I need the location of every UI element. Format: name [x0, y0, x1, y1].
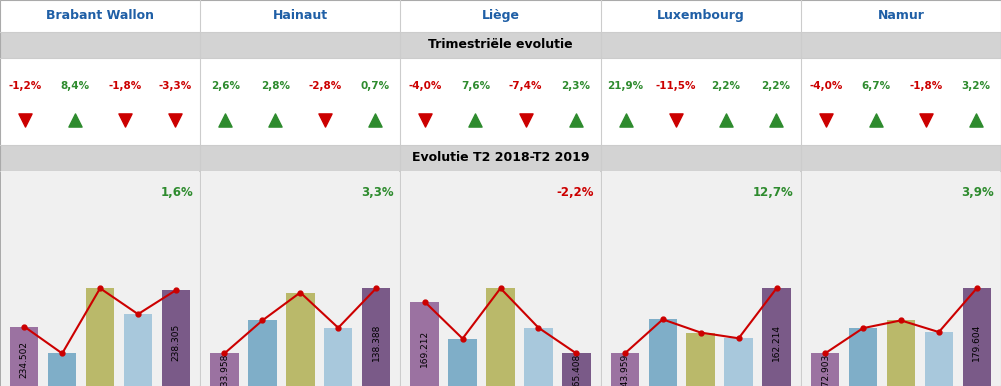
Text: 169.212: 169.212 — [420, 330, 429, 367]
Text: 238.305: 238.305 — [171, 324, 180, 361]
Text: 6,7%: 6,7% — [861, 81, 891, 91]
Text: 1,6%: 1,6% — [160, 186, 193, 199]
Text: 8,4%: 8,4% — [60, 81, 90, 91]
Text: Brabant Wallon: Brabant Wallon — [46, 9, 154, 22]
Point — [67, 117, 83, 124]
Text: 162.214: 162.214 — [772, 323, 781, 361]
Bar — [124, 314, 152, 386]
Point — [317, 117, 333, 124]
Point — [518, 117, 534, 124]
Text: 133.958: 133.958 — [220, 353, 229, 386]
Text: -3,3%: -3,3% — [158, 81, 192, 91]
Point — [918, 117, 934, 124]
Bar — [486, 288, 515, 386]
Text: 2,3%: 2,3% — [562, 81, 590, 91]
Point — [568, 117, 584, 124]
Point — [818, 117, 834, 124]
Text: 0,7%: 0,7% — [360, 81, 390, 91]
Text: 3,2%: 3,2% — [962, 81, 990, 91]
Bar — [410, 302, 438, 386]
Bar — [86, 288, 114, 386]
Bar — [0, 32, 1001, 58]
Bar — [563, 354, 591, 386]
Point — [267, 117, 283, 124]
Bar — [210, 354, 238, 386]
Bar — [849, 328, 877, 386]
Text: 138.388: 138.388 — [371, 323, 380, 361]
Bar — [0, 0, 1001, 32]
Point — [968, 117, 984, 124]
Text: 7,6%: 7,6% — [460, 81, 490, 91]
Text: 2,2%: 2,2% — [712, 81, 740, 91]
Text: 2,2%: 2,2% — [762, 81, 790, 91]
Point — [167, 117, 183, 124]
Text: 172.903: 172.903 — [821, 353, 830, 386]
Point — [868, 117, 884, 124]
Point — [718, 117, 734, 124]
Bar — [48, 354, 76, 386]
Text: -4,0%: -4,0% — [408, 81, 442, 91]
Bar — [963, 288, 991, 386]
Text: -1,2%: -1,2% — [8, 81, 42, 91]
Text: 3,9%: 3,9% — [961, 186, 994, 199]
Text: -1,8%: -1,8% — [909, 81, 943, 91]
Bar — [925, 332, 953, 386]
Text: 2,6%: 2,6% — [211, 81, 239, 91]
Bar — [687, 333, 715, 386]
Text: 234.502: 234.502 — [20, 341, 29, 378]
Bar — [162, 290, 190, 386]
Point — [768, 117, 784, 124]
Point — [117, 117, 133, 124]
Bar — [0, 171, 1001, 386]
Text: Trimestriële evolutie: Trimestriële evolutie — [428, 38, 573, 51]
Point — [417, 117, 433, 124]
Text: 165.408: 165.408 — [572, 353, 581, 386]
Bar — [362, 288, 390, 386]
Text: Liège: Liège — [481, 9, 520, 22]
Bar — [10, 327, 38, 386]
Text: -4,0%: -4,0% — [809, 81, 843, 91]
Text: 3,3%: 3,3% — [360, 186, 393, 199]
Point — [618, 117, 634, 124]
Point — [668, 117, 684, 124]
Text: Luxembourg: Luxembourg — [657, 9, 745, 22]
Text: 2,8%: 2,8% — [261, 81, 289, 91]
Bar — [0, 58, 1001, 145]
Text: 12,7%: 12,7% — [753, 186, 794, 199]
Text: 179.604: 179.604 — [972, 323, 981, 361]
Bar — [448, 339, 476, 386]
Bar — [0, 145, 1001, 171]
Bar — [725, 338, 753, 386]
Bar — [763, 288, 791, 386]
Point — [17, 117, 33, 124]
Bar — [286, 293, 314, 386]
Text: 21,9%: 21,9% — [608, 81, 644, 91]
Point — [367, 117, 383, 124]
Text: -11,5%: -11,5% — [656, 81, 696, 91]
Text: -7,4%: -7,4% — [509, 81, 543, 91]
Text: Namur: Namur — [878, 9, 924, 22]
Bar — [611, 354, 639, 386]
Text: Evolutie T2 2018-T2 2019: Evolutie T2 2018-T2 2019 — [411, 151, 590, 164]
Text: 143.959: 143.959 — [621, 353, 630, 386]
Bar — [248, 320, 276, 386]
Text: Hainaut: Hainaut — [272, 9, 328, 22]
Bar — [811, 354, 839, 386]
Point — [217, 117, 233, 124]
Text: -1,8%: -1,8% — [108, 81, 142, 91]
Bar — [324, 328, 352, 386]
Point — [467, 117, 483, 124]
Bar — [525, 328, 553, 386]
Text: -2,8%: -2,8% — [308, 81, 342, 91]
Bar — [887, 320, 915, 386]
Bar — [649, 319, 677, 386]
Text: -2,2%: -2,2% — [557, 186, 594, 199]
